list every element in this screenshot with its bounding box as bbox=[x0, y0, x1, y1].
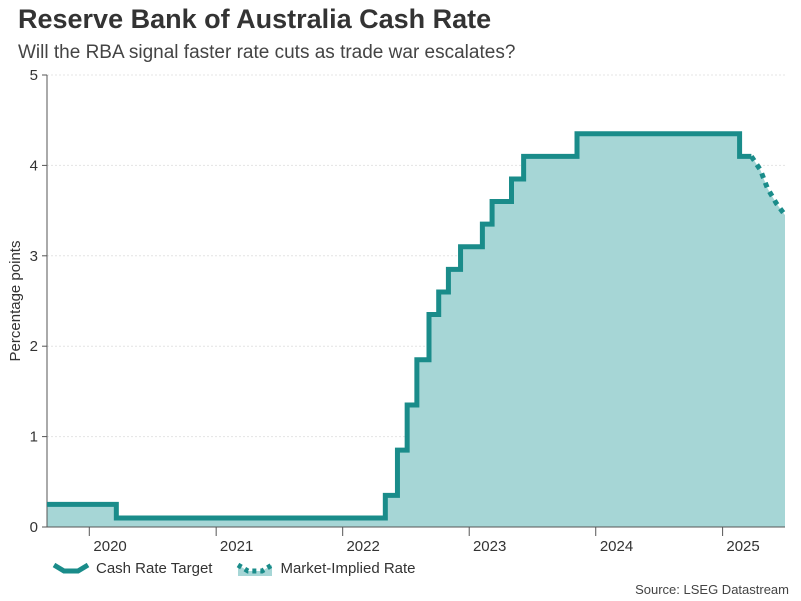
y-tick-label: 5 bbox=[30, 67, 38, 84]
series-cash-rate-target bbox=[47, 131, 752, 521]
area-layer bbox=[47, 133, 785, 527]
x-tick-label: 2023 bbox=[473, 538, 506, 555]
y-axis-label: Percentage points bbox=[7, 241, 24, 362]
legend-label-cash-rate: Cash Rate Target bbox=[96, 560, 213, 577]
chart-subtitle: Will the RBA signal faster rate cuts as … bbox=[18, 42, 516, 63]
x-tick-label: 2022 bbox=[346, 538, 379, 555]
line-layer bbox=[47, 131, 788, 521]
area-fill bbox=[47, 133, 785, 527]
legend: Cash Rate Target Market-Implied Rate bbox=[52, 560, 440, 577]
source-note: Source: LSEG Datastream bbox=[635, 582, 789, 597]
chart-title: Reserve Bank of Australia Cash Rate bbox=[18, 4, 492, 34]
y-tick-label: 3 bbox=[30, 248, 38, 265]
x-tick-label: 2021 bbox=[220, 538, 253, 555]
legend-swatch-dotted bbox=[237, 562, 274, 576]
y-tick-label: 4 bbox=[30, 157, 38, 174]
x-tick-label: 2025 bbox=[726, 538, 759, 555]
legend-swatch-solid bbox=[52, 562, 90, 573]
axis-layer: 0 1 2 3 4 5 2020 2021 2022 2023 2024 2025 bbox=[30, 67, 785, 555]
y-tick-label: 0 bbox=[30, 519, 38, 536]
legend-item-market-implied: Market-Implied Rate bbox=[236, 560, 416, 577]
x-tick-label: 2020 bbox=[93, 538, 126, 555]
y-tick-label: 1 bbox=[30, 429, 38, 446]
chart-plot: 0 1 2 3 4 5 2020 2021 2022 2023 2024 2025 Percentag… bbox=[7, 67, 788, 555]
legend-label-market-implied: Market-Implied Rate bbox=[280, 560, 416, 577]
series-market-implied-rate bbox=[749, 154, 788, 217]
y-tick-label: 2 bbox=[30, 338, 38, 355]
legend-item-cash-rate: Cash Rate Target bbox=[52, 560, 212, 577]
x-tick-label: 2024 bbox=[600, 538, 633, 555]
